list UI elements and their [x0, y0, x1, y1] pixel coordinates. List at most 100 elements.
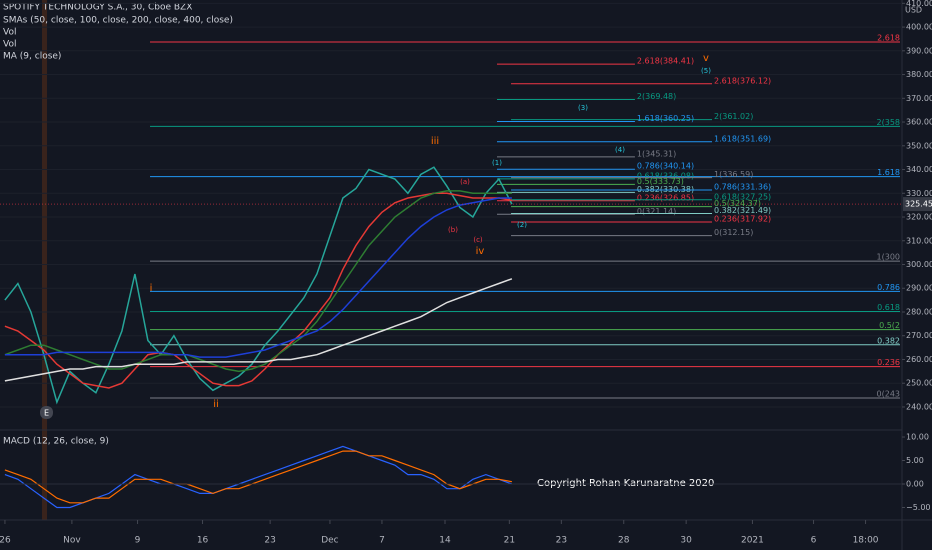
y-tick-label: 360.00	[906, 118, 932, 127]
y-tick-label: 10.00	[906, 433, 929, 442]
fib-label: 2(358	[877, 118, 900, 127]
x-tick-label: 2021	[741, 536, 764, 546]
fib-label: 0.5(333.73)	[637, 177, 684, 186]
fib-label: 0.236(317.92)	[714, 214, 771, 223]
x-tick-label: 26	[0, 536, 11, 546]
price-line	[4, 192, 513, 389]
y-tick-label: 370.00	[906, 94, 932, 103]
fib-label: 2(361.02)	[714, 112, 753, 121]
wave-label: v	[703, 53, 709, 64]
y-tick-label: 340.00	[906, 165, 932, 174]
fib-label: 1(300	[877, 253, 900, 262]
y-tick-label: 390.00	[906, 46, 932, 55]
earnings-highlight	[42, 0, 47, 520]
price-badge-label: 325.45	[905, 200, 932, 209]
wave-label: iv	[476, 246, 485, 257]
fib-label: 0(243	[877, 389, 900, 398]
wave-label: (5)	[701, 67, 711, 75]
x-tick-label: 16	[197, 536, 209, 546]
wave-label: iii	[431, 136, 439, 147]
y-tick-label: 280.00	[906, 307, 932, 316]
x-tick-label: 9	[135, 536, 141, 546]
y-tick-label: 320.00	[906, 213, 932, 222]
y-tick-label: 250.00	[906, 379, 932, 388]
fib-label: 1.618(351.69)	[714, 134, 771, 143]
wave-label: (b)	[448, 226, 458, 234]
fib-label: 0.786	[877, 283, 900, 292]
wave-label: (1)	[492, 159, 502, 167]
fib-label: 0.236(326.85)	[637, 193, 694, 202]
wave-label: i	[150, 283, 153, 294]
fib-label: 0(312.15)	[714, 228, 753, 237]
price-line	[4, 166, 513, 405]
indicator: Vol	[3, 40, 16, 50]
fib-label: 0.382	[877, 336, 900, 345]
copyright: Copyright Rohan Karunaratne 2020	[537, 478, 714, 489]
price-line	[4, 197, 512, 358]
wave-label: (2)	[517, 221, 527, 229]
y-tick-label: 380.00	[906, 70, 932, 79]
earnings-label: E	[44, 409, 49, 418]
x-tick-label: 14	[439, 536, 451, 546]
y-tick-label: 400.00	[906, 23, 932, 32]
chart-title: SPOTIFY TECHNOLOGY S.A., 30, Cboe BZX	[3, 3, 192, 13]
fib-label: 0.618	[877, 303, 900, 312]
fib-label: 2.618(384.41)	[637, 57, 694, 66]
y-tick-label: 300.00	[906, 260, 932, 269]
x-tick-label: 6	[811, 536, 817, 546]
x-tick-label: Dec	[321, 536, 338, 546]
wave-label: (c)	[473, 236, 483, 244]
y-tick-label: 270.00	[906, 331, 932, 340]
fib-label: 2.618(376.12)	[714, 76, 771, 85]
price-line	[4, 190, 512, 373]
fib-label: 0.5(2	[879, 321, 900, 330]
indicator: Vol	[3, 28, 16, 38]
fib-label: 2(369.48)	[637, 92, 676, 101]
indicator: MA (9, close)	[3, 52, 61, 62]
fib-label: 2.618	[877, 34, 900, 43]
y-tick-label: 330.00	[906, 189, 932, 198]
fib-label: 0.618(336.08)	[637, 171, 694, 180]
price-line	[4, 278, 513, 382]
x-tick-label: 23	[556, 536, 567, 546]
y-tick-label: 310.00	[906, 236, 932, 245]
unit: USD	[905, 6, 922, 15]
fib-label: 1.618	[877, 168, 900, 177]
earnings-badge	[40, 406, 53, 419]
price-badge	[903, 197, 932, 212]
macd-line	[4, 450, 513, 504]
wave-label: ii	[213, 399, 219, 410]
y-tick-label: 350.00	[906, 141, 932, 150]
x-tick-label: 30	[680, 536, 692, 546]
indicator: SMAs (50, close, 100, close, 200, close,…	[3, 16, 233, 26]
x-tick-label: Nov	[63, 536, 81, 546]
y-tick-label: 5.00	[906, 456, 924, 465]
wave-label: (a)	[460, 178, 470, 186]
fib-label: 0.382(321.49)	[714, 206, 771, 215]
x-tick-label: 21	[504, 536, 515, 546]
x-tick-label: 28	[618, 536, 630, 546]
fib-label: 0.618(327.25)	[714, 192, 771, 201]
fib-label: 0(321.14)	[637, 207, 676, 216]
fib-label: 0.382(330.38)	[637, 185, 694, 194]
fib-label: 0.236	[877, 358, 900, 367]
fib-label: 1(345.31)	[637, 149, 676, 158]
y-tick-label: 290.00	[906, 284, 932, 293]
x-tick-label: 18:00	[853, 536, 879, 546]
y-tick-label: 260.00	[906, 355, 932, 364]
y-tick-label: 410.00	[906, 0, 932, 8]
fib-label: 0.786(340.14)	[637, 162, 694, 171]
fib-label: 1(336.59)	[714, 170, 753, 179]
fib-label: 0.5(324.37)	[714, 199, 761, 208]
fib-label: 1.618(360.25)	[637, 114, 694, 123]
wave-label: (3)	[578, 104, 588, 112]
macd-title: MACD (12, 26, close, 9)	[3, 437, 109, 447]
y-tick-label: 240.00	[906, 402, 932, 411]
x-tick-label: 23	[264, 536, 275, 546]
x-tick-label: 7	[379, 536, 385, 546]
fib-label: 0.786(331.36)	[714, 183, 771, 192]
y-tick-label: −5.00	[906, 503, 931, 512]
wave-label: (4)	[615, 146, 625, 154]
